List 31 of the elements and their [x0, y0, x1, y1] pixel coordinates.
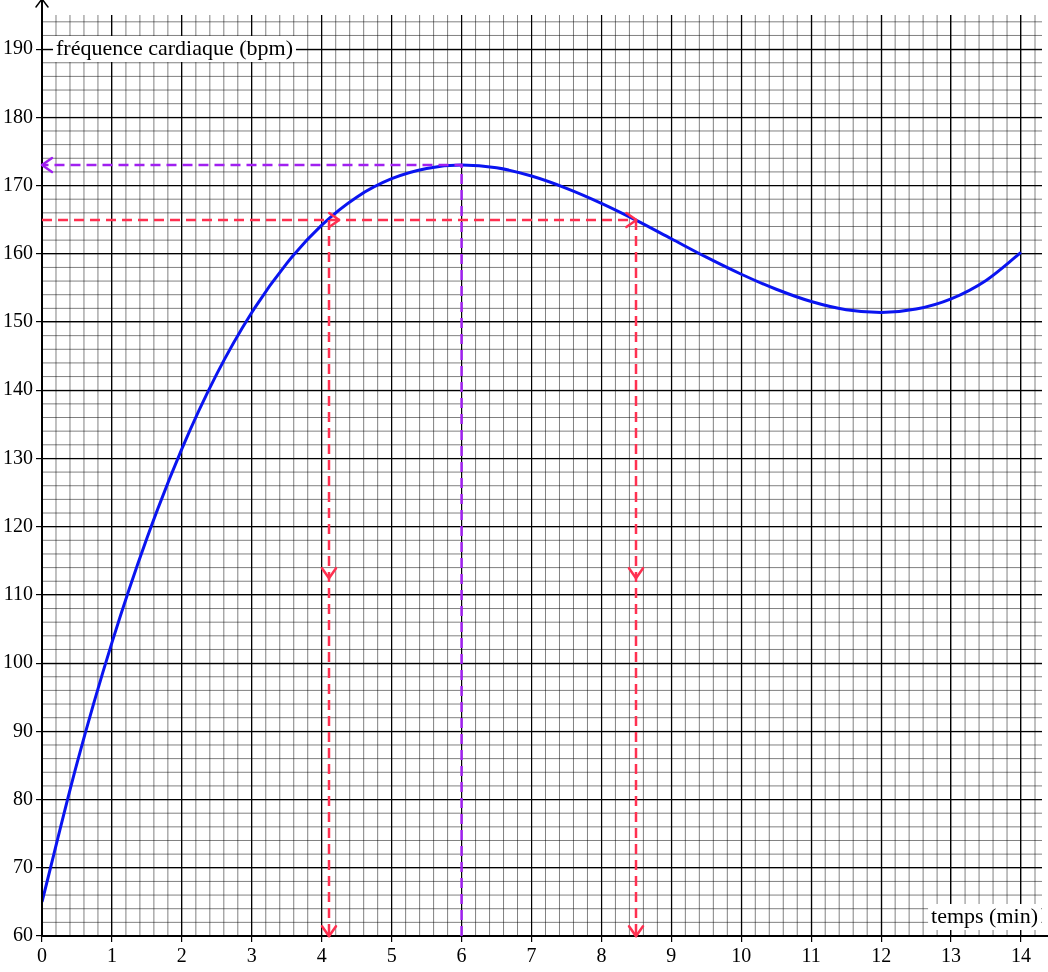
y-tick-label: 190: [3, 36, 33, 59]
x-tick-label: 12: [871, 944, 892, 967]
y-tick-label: 130: [3, 445, 33, 468]
x-tick-label: 5: [386, 944, 397, 967]
y-tick-label: 120: [3, 513, 33, 536]
x-tick-label: 10: [731, 944, 752, 967]
y-tick-label: 180: [3, 104, 33, 127]
y-tick-label: 110: [3, 582, 33, 605]
y-tick-label: 170: [3, 172, 33, 195]
y-tick-label: 60: [13, 923, 33, 946]
x-tick-label: 0: [37, 944, 47, 967]
y-tick-label: 70: [13, 855, 33, 878]
x-tick-label: 3: [246, 944, 257, 967]
y-tick-label: 100: [3, 650, 33, 673]
y-tick-label: 140: [3, 377, 33, 400]
x-tick-label: 9: [666, 944, 677, 967]
x-tick-label: 8: [596, 944, 607, 967]
x-tick-label: 2: [176, 944, 187, 967]
x-tick-label: 14: [1011, 944, 1032, 967]
x-tick-label: 1: [106, 944, 117, 967]
x-tick-label: 6: [456, 944, 467, 967]
y-tick-label: 90: [13, 718, 33, 741]
x-tick-label: 4: [316, 944, 327, 967]
x-tick-label: 13: [941, 944, 962, 967]
y-tick-label: 80: [13, 786, 33, 809]
y-tick-label: 150: [3, 309, 33, 332]
y-axis-title: fréquence cardiaque (bpm): [56, 34, 293, 60]
y-tick-label: 160: [3, 241, 33, 264]
x-axis-title: temps (min): [931, 902, 1038, 928]
x-tick-label: 11: [801, 944, 821, 967]
x-tick-label: 7: [526, 944, 537, 967]
